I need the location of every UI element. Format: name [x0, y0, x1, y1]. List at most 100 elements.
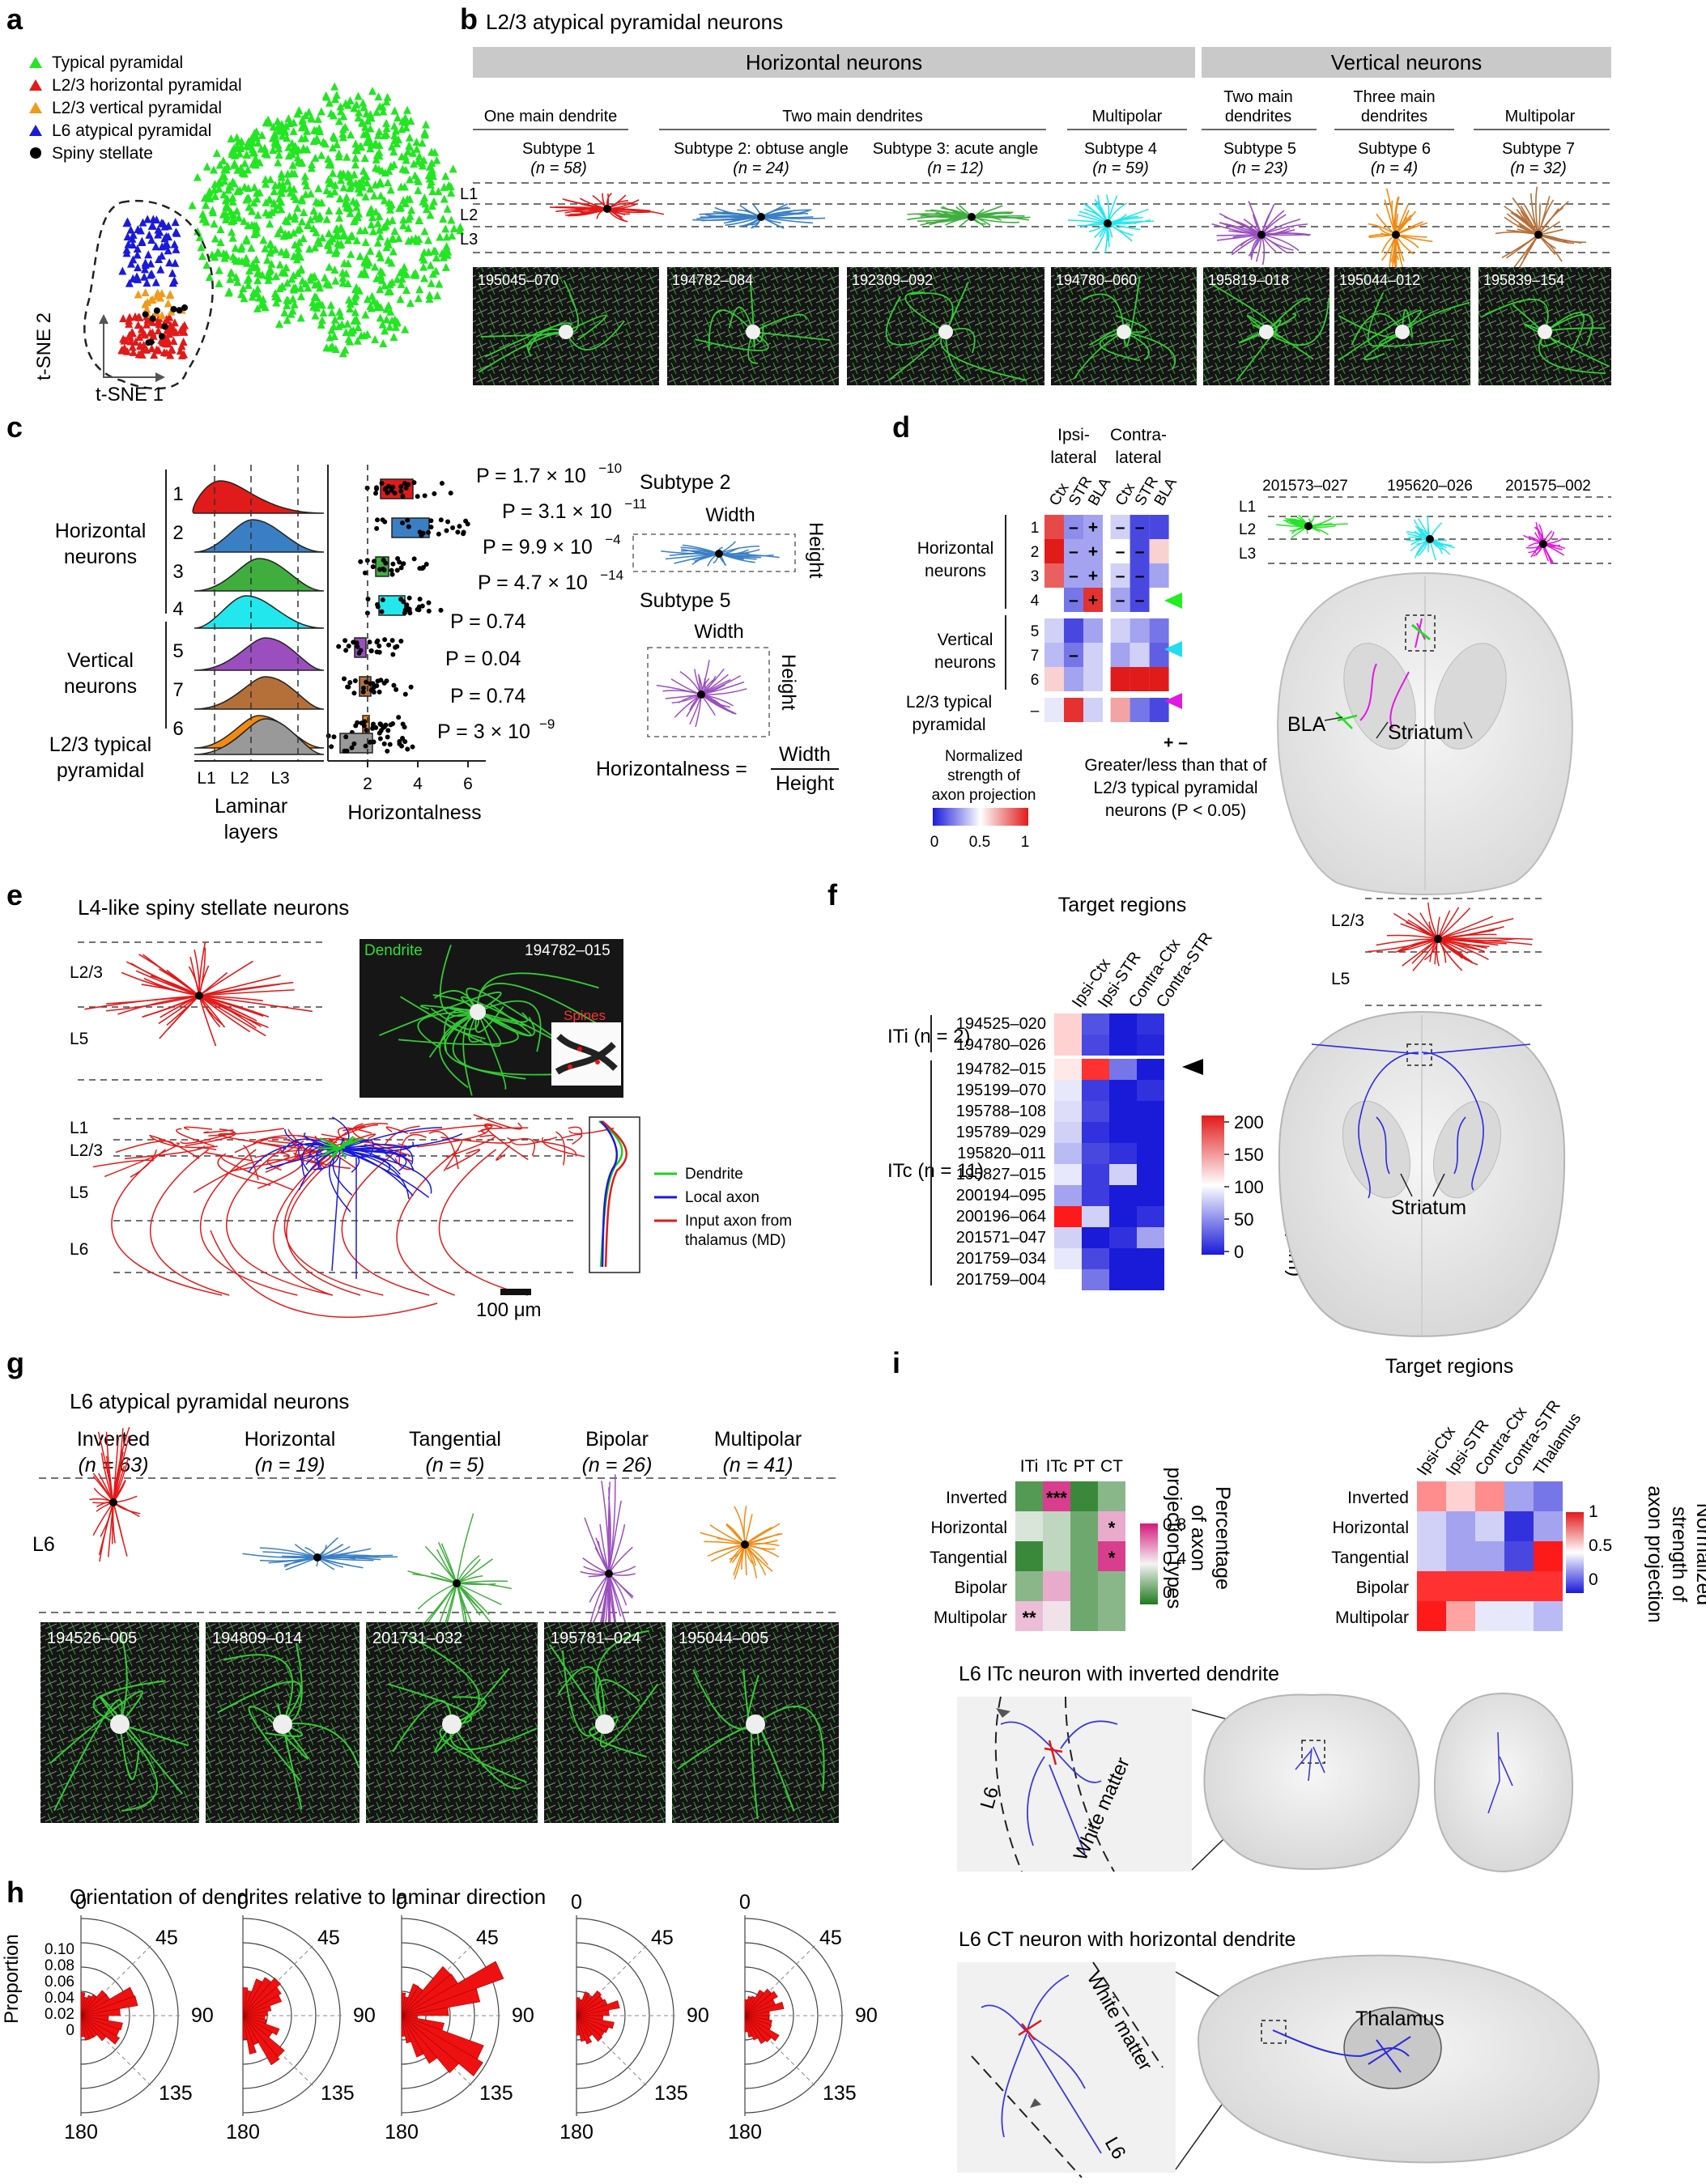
- i-left-cell: [1015, 1511, 1043, 1541]
- micrograph-b-id-5: 195819–018: [1208, 272, 1289, 288]
- d-row-id-5: 7: [1031, 648, 1040, 665]
- d-cell: [1064, 515, 1083, 539]
- panel-letter-e: e: [6, 878, 23, 911]
- subtype-4-n: (n = 59): [1092, 159, 1148, 177]
- subtype-2-n: (n = 24): [733, 159, 789, 177]
- f-cell: [1054, 1185, 1082, 1206]
- legend-typical: Typical pyramidal: [52, 53, 183, 72]
- c-ridge-5: [194, 637, 325, 671]
- d-cell: [1110, 618, 1130, 643]
- svg-text:–: –: [1116, 567, 1125, 585]
- i-left-cell: [1015, 1481, 1043, 1511]
- subtype-5-name: Subtype 5: [1223, 140, 1296, 158]
- c-lam-label-1: Laminar: [215, 795, 287, 818]
- i-right-cell: [1417, 1571, 1446, 1601]
- f-cell: [1137, 1143, 1164, 1164]
- f-cbar-tick-2: 100: [1234, 1177, 1264, 1197]
- c-lam-l3: L3: [270, 769, 289, 788]
- d-cell: [1110, 643, 1130, 667]
- g-title: L6 atypical pyramidal neurons: [70, 1389, 349, 1413]
- i-left-col-3: CT: [1100, 1457, 1123, 1476]
- micrograph-b-id-1: 195045–070: [478, 272, 559, 288]
- i-right-cell: [1534, 1481, 1563, 1511]
- f-brain-striatum: Striatum: [1391, 1196, 1466, 1219]
- f-cell: [1109, 1035, 1137, 1056]
- g-micrographs: 194526–005 194809–014 201731–032 195781–024…: [40, 1622, 839, 1823]
- c-pvalue-3: P = 9.9 × 10: [483, 536, 593, 559]
- f-cell: [1054, 1206, 1082, 1227]
- c-pvalue-8: P = 3 × 10: [437, 720, 530, 743]
- h-angle-3-2: 90: [687, 2004, 709, 2027]
- c-ridge-3: [194, 558, 325, 592]
- c-height-mid: Height: [777, 654, 799, 711]
- panel-letter-g: g: [6, 1346, 24, 1379]
- f-cell: [1137, 1035, 1164, 1056]
- g-type-headers: Inverted (n = 63) Horizontal (n = 19) Tangen…: [77, 1428, 802, 1477]
- d-layer-l2: L2: [1239, 521, 1256, 538]
- subtype-1-name: Subtype 1: [522, 140, 595, 158]
- f-cell: [1109, 1164, 1137, 1185]
- d-cell: [1130, 698, 1150, 722]
- g-layer-l6: L6: [32, 1533, 55, 1556]
- i-left-cell: [1098, 1511, 1125, 1541]
- c-formula-num: Width: [779, 743, 831, 766]
- d-grp-t1: L2/3 typical: [906, 693, 992, 712]
- panel-g: L6 atypical pyramidal neurons Inverted (n…: [32, 1389, 839, 1823]
- f-cell: [1137, 1059, 1164, 1080]
- f-cell: [1137, 1269, 1164, 1290]
- f-cell: [1109, 1143, 1137, 1164]
- d-cell: [1044, 588, 1064, 612]
- e-legend-dendrite: Dendrite: [685, 1166, 743, 1183]
- h-bar: [401, 2007, 449, 2016]
- f-row-2: 194782–015: [956, 1060, 1046, 1078]
- d-cell: [1130, 618, 1150, 643]
- d-cell: [1149, 618, 1169, 643]
- h-angle-3-4: 180: [559, 2121, 593, 2144]
- d-sig-2: L2/3 typical pyramidal: [1093, 779, 1257, 797]
- c-lam-l1: L1: [197, 769, 215, 788]
- i-right-cbar-ticks: 10.50: [1589, 1502, 1612, 1589]
- d-grp-t2: pyramidal: [912, 716, 985, 734]
- panel-f: Target regions Ipsi-CtxIpsi-STRContra-Ct…: [887, 894, 1566, 1337]
- h-angle-2-3: 135: [479, 2082, 513, 2105]
- layer-b-l3: L3: [460, 231, 478, 249]
- g-type-n-2: (n = 5): [426, 1454, 485, 1477]
- e-img-spines: Spines: [564, 1008, 606, 1023]
- d-cell: [1110, 539, 1130, 563]
- d-contra-2: lateral: [1115, 448, 1161, 467]
- f-cell: [1137, 1185, 1164, 1206]
- c-pvalue-4: P = 4.7 × 10: [478, 571, 588, 594]
- c-width-top: Width: [705, 504, 755, 526]
- i-left-cell: [1070, 1601, 1098, 1631]
- i-right-row-4: Multipolar: [1335, 1608, 1409, 1627]
- h-angle-0-0: 0: [75, 1891, 87, 1914]
- f-cell: [1137, 1080, 1164, 1101]
- c-group-horizontal-2: neurons: [64, 546, 137, 568]
- i-ct-closeup: [957, 1962, 1176, 2173]
- i-left-columns: ITi ITc PT CT: [1020, 1457, 1123, 1476]
- d-grp-v1: Vertical: [938, 631, 993, 649]
- c-row-id-7: 7: [172, 679, 183, 701]
- i-ct-title: L6 CT neuron with horizontal dendrite: [959, 1928, 1295, 1951]
- svg-text:**: **: [1022, 1608, 1036, 1628]
- panel-letter-f: f: [827, 878, 838, 911]
- e-stellate-morphology: [84, 941, 313, 1047]
- f-layer-l23: L2/3: [1331, 911, 1364, 930]
- f-row-0: 194525–020: [956, 1015, 1046, 1033]
- i-right-cbar-tick-0: 1: [1589, 1502, 1598, 1521]
- i-left-cell: [1098, 1601, 1125, 1631]
- e-layer-l23: L2/3: [70, 963, 103, 982]
- d-grp-v2: neurons: [934, 653, 996, 672]
- e-legend-input-2: thalamus (MD): [685, 1232, 786, 1249]
- f-colorbar: [1202, 1115, 1224, 1255]
- h-title: Orientation of dendrites relative to lam…: [70, 1884, 546, 1909]
- subtype-1-n: (n = 58): [530, 159, 586, 177]
- f-cell: [1082, 1059, 1109, 1080]
- i-left-cell: [1070, 1541, 1098, 1571]
- e-axon-traces: [92, 1114, 615, 1318]
- e-bot-l23: L2/3: [70, 1141, 103, 1160]
- i-left-colorbar: [1140, 1523, 1158, 1604]
- h-bar: [242, 2015, 248, 2040]
- c-pvalue-exp-3: −4: [605, 532, 620, 547]
